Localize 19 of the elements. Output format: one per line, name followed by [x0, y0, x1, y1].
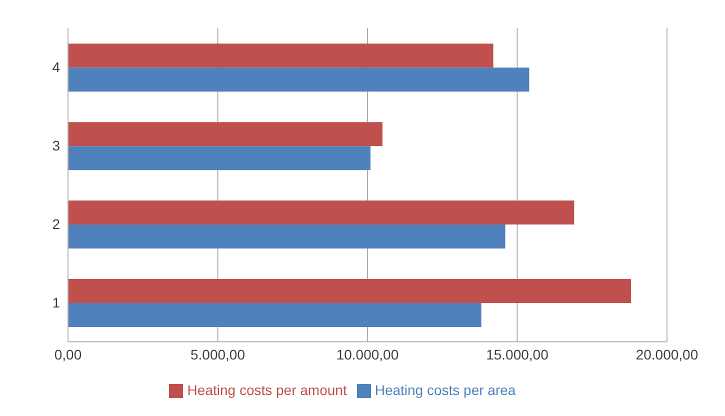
y-tick-label: 3 — [52, 138, 60, 154]
bar — [68, 122, 382, 146]
y-tick-label: 1 — [52, 294, 60, 310]
bar — [68, 302, 482, 327]
x-tick-label: 20.000,00 — [636, 346, 698, 363]
bar — [68, 68, 530, 92]
x-tick-label: 10.000,00 — [336, 346, 399, 363]
legend-label: Heating costs per area — [374, 382, 516, 398]
bar — [68, 146, 370, 170]
y-tick-label: 2 — [52, 216, 60, 232]
bar — [68, 44, 494, 68]
bar — [68, 224, 506, 249]
x-tick-label: 15.000,00 — [486, 346, 549, 363]
bar — [68, 278, 632, 303]
legend-label: Heating costs per amount — [187, 382, 347, 398]
x-tick-label: 5.000,00 — [190, 346, 246, 363]
bar — [68, 200, 574, 225]
x-tick-label: 0,00 — [54, 346, 82, 363]
y-tick-label: 4 — [52, 59, 60, 76]
